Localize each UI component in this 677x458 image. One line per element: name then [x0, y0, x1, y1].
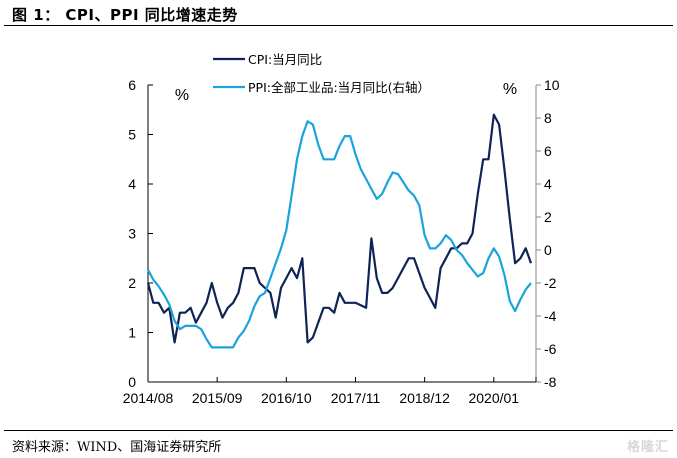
- left-tick-label: 3: [128, 226, 136, 242]
- legend-ppi-label: PPI:全部工业品:当月同比(右轴）: [248, 80, 430, 95]
- right-tick-label: 2: [544, 209, 552, 225]
- right-tick-label: -4: [544, 308, 557, 324]
- x-tick-label: 2018/12: [399, 390, 450, 406]
- legend-cpi-label: CPI:当月同比: [248, 52, 322, 67]
- left-tick-label: 6: [128, 77, 136, 93]
- figure-title: 图 1： CPI、PPI 同比增速走势: [12, 6, 238, 24]
- cpi-series-line: [146, 113, 533, 344]
- left-tick-label: 2: [128, 275, 136, 291]
- ppi-series-line: [147, 120, 532, 349]
- x-tick-label: 2015/09: [192, 390, 243, 406]
- x-tick-label: 2014/08: [123, 390, 174, 406]
- legend: CPI:当月同比 PPI:全部工业品:当月同比(右轴）: [213, 52, 430, 95]
- axes: 0 1 2 3 4 5 6 -8 -6 -4 -2 0 2 4 6 8 10 2014/08 2015/09 2016…: [123, 77, 560, 406]
- left-tick-label: 4: [128, 176, 136, 192]
- left-tick-label: 1: [128, 325, 136, 341]
- series-lines: [146, 113, 533, 349]
- source-divider: [4, 430, 673, 431]
- source-note: 资料来源：WIND、国海证券研究所: [12, 440, 222, 455]
- right-tick-label: -6: [544, 341, 557, 357]
- x-tick-label: 2017/11: [331, 390, 381, 406]
- title-divider: [4, 25, 673, 26]
- right-unit-label: %: [503, 81, 517, 98]
- left-tick-label: 0: [128, 374, 136, 390]
- watermark-logo: 格隆汇: [626, 440, 669, 455]
- right-tick-label: 6: [544, 143, 552, 159]
- left-tick-label: 5: [128, 127, 136, 143]
- right-tick-label: -8: [544, 374, 557, 390]
- right-tick-label: -2: [544, 275, 557, 291]
- left-unit-label: %: [175, 87, 189, 104]
- right-tick-label: 10: [544, 77, 560, 93]
- right-tick-label: 8: [544, 110, 552, 126]
- right-tick-label: 4: [544, 176, 552, 192]
- x-tick-label: 2016/10: [261, 390, 312, 406]
- x-tick-label: 2020/01: [468, 390, 519, 406]
- right-tick-label: 0: [544, 242, 552, 258]
